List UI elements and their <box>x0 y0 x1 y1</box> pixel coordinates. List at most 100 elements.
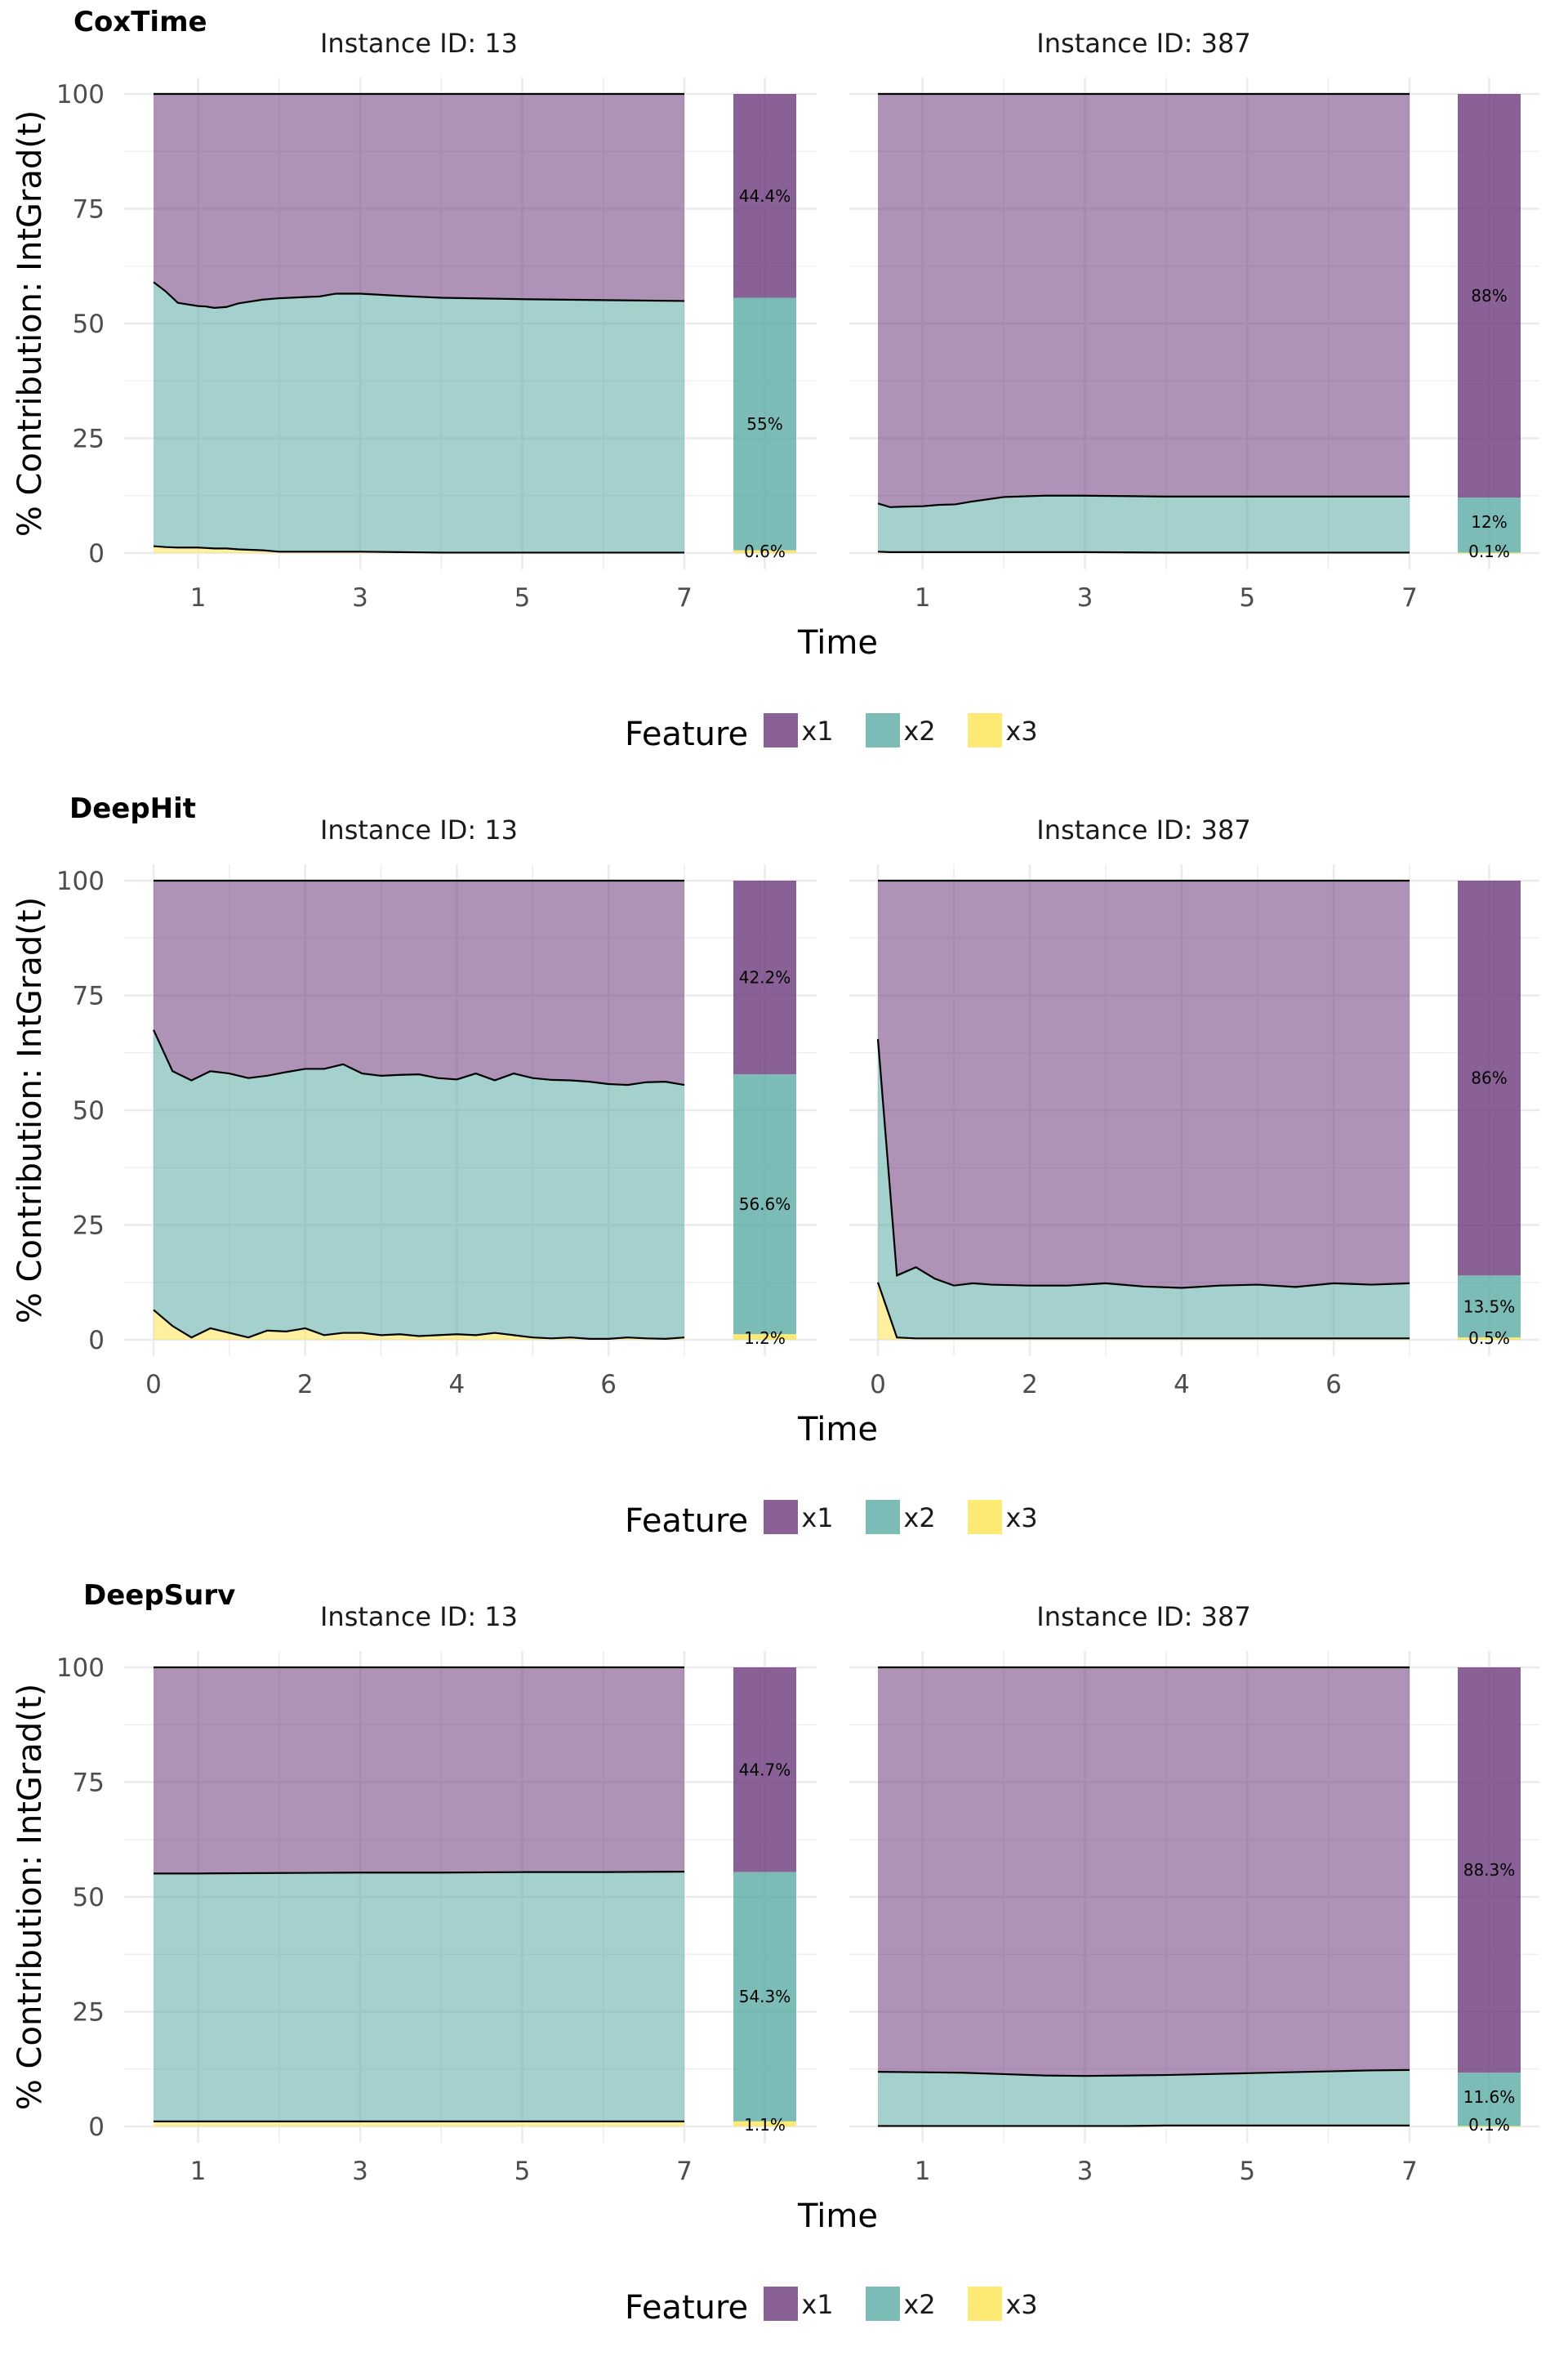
x-tick-label: 1 <box>190 2157 207 2186</box>
y-tick-label: 25 <box>73 1211 105 1241</box>
summary-label-x1: 44.4% <box>739 186 791 206</box>
x-tick-label: 3 <box>1077 2157 1094 2186</box>
legend-label-x1: x1 <box>801 1502 833 1533</box>
y-tick-label: 100 <box>56 80 105 109</box>
x-tick-label: 6 <box>1325 1370 1342 1399</box>
area-x1 <box>154 94 684 308</box>
x-tick-label: 6 <box>600 1370 617 1399</box>
area-x3 <box>154 2121 684 2126</box>
x-tick-label: 0 <box>870 1370 886 1399</box>
x-tick-label: 5 <box>514 583 531 613</box>
series-line-x2 <box>153 1029 685 1087</box>
area-x2 <box>154 1872 684 2122</box>
panel-title: Instance ID: 13 <box>320 814 518 846</box>
chart-title: CoxTime <box>74 6 207 38</box>
summary-bar-x2 <box>1458 2073 1521 2126</box>
legend-title: Feature <box>625 1502 748 1540</box>
y-axis-label: % Contribution: IntGrad(t) <box>11 897 49 1323</box>
summary-label-x2: 13.5% <box>1463 1296 1516 1316</box>
summary-bar-x3 <box>733 1334 796 1340</box>
series-line-x2 <box>876 1038 1410 1289</box>
y-tick-label: 50 <box>73 1096 105 1126</box>
summary-bar-x3 <box>1458 552 1521 554</box>
y-tick-label: 75 <box>73 195 105 225</box>
y-axis-label: % Contribution: IntGrad(t) <box>11 1684 49 2110</box>
x-tick-label: 4 <box>449 1370 466 1399</box>
series-line-x2 <box>154 1870 685 1875</box>
panel-title: Instance ID: 387 <box>1036 28 1250 59</box>
summary-label-x1: 44.7% <box>739 1760 791 1779</box>
legend-label-x2: x2 <box>903 2289 935 2320</box>
summary-label-x1: 88.3% <box>1463 1860 1516 1880</box>
panel-1: Instance ID: 13 0 2 4 6 42.2% 56.6% 1.2% <box>124 814 817 1399</box>
legend-key-x3 <box>968 713 1002 747</box>
x-tick-label: 1 <box>915 2157 931 2186</box>
y-tick-label: 50 <box>73 1883 105 1912</box>
legend-key-x1 <box>764 1500 798 1534</box>
summary-bar-x2 <box>1458 1275 1521 1338</box>
legend-label-x1: x1 <box>801 2289 833 2320</box>
x-tick-label: 7 <box>1401 583 1418 613</box>
legend: Feature x1 x2 x3 <box>625 1500 1038 1540</box>
x-tick-label: 7 <box>676 2157 693 2186</box>
x-tick-label: 3 <box>1077 583 1094 613</box>
summary-bar-x3 <box>1458 1337 1521 1340</box>
area-x1 <box>878 881 1410 1288</box>
summary-bar-x2 <box>1458 497 1521 553</box>
legend-label-x2: x2 <box>903 1502 935 1533</box>
area-x3 <box>154 546 684 553</box>
legend-key-x2 <box>866 2287 900 2321</box>
series-line-x2 <box>153 281 685 309</box>
summary-label-x3: 0.6% <box>744 542 786 561</box>
y-tick-label: 100 <box>56 1653 105 1683</box>
legend-key-x2 <box>866 713 900 747</box>
series-line-x3 <box>153 1309 685 1340</box>
area-x2 <box>878 495 1410 553</box>
legend-key-x1 <box>764 2287 798 2321</box>
panel-2: Instance ID: 387 1 3 5 7 88% 12% 0.1% <box>849 28 1539 613</box>
summary-bar-x1 <box>1458 881 1521 1276</box>
summary-label-x3: 0.1% <box>1468 542 1510 561</box>
y-axis-label: % Contribution: IntGrad(t) <box>11 110 49 537</box>
summary-label-x2: 55% <box>746 414 782 434</box>
summary-label-x3: 0.5% <box>1468 1328 1510 1348</box>
area-x2 <box>154 1029 684 1339</box>
x-tick-label: 0 <box>145 1370 162 1399</box>
summary-bar-x2 <box>733 297 796 551</box>
summary-label-x2: 11.6% <box>1463 2087 1516 2107</box>
summary-label-x3: 1.1% <box>744 2115 786 2135</box>
legend-label-x2: x2 <box>903 716 935 747</box>
panel-2: Instance ID: 387 1 3 5 7 88.3% 11.6% 0.1% <box>849 1601 1539 2186</box>
summary-bar-x1 <box>1458 1667 1521 2073</box>
legend: Feature x1 x2 x3 <box>625 713 1038 753</box>
legend-key-x3 <box>968 1500 1002 1534</box>
panel-1: Instance ID: 13 1 3 5 7 44.4% 55% 0.6% <box>124 28 817 613</box>
x-axis-label: Time <box>797 624 878 662</box>
x-tick-label: 5 <box>1239 2157 1255 2186</box>
x-tick-label: 3 <box>352 583 368 613</box>
summary-label-x1: 86% <box>1471 1069 1507 1088</box>
area-x1 <box>154 881 684 1086</box>
y-tick-label: 75 <box>73 1769 105 1798</box>
x-tick-label: 4 <box>1174 1370 1190 1399</box>
legend-title: Feature <box>625 2289 748 2327</box>
summary-bar-x1 <box>733 94 796 298</box>
legend: Feature x1 x2 x3 <box>625 2287 1038 2327</box>
y-tick-label: 0 <box>88 1326 105 1355</box>
summary-label-x1: 42.2% <box>739 968 791 988</box>
x-axis-label: Time <box>797 2198 878 2235</box>
series-line-x3 <box>876 1282 1410 1340</box>
x-tick-label: 7 <box>676 583 693 613</box>
area-x1 <box>154 1667 684 1874</box>
legend-label-x1: x1 <box>801 716 833 747</box>
panel-title: Instance ID: 387 <box>1036 814 1250 846</box>
panel-2: Instance ID: 387 0 2 4 6 86% 13.5% 0.5% <box>849 814 1539 1399</box>
summary-bar-x2 <box>733 1074 796 1335</box>
area-x2 <box>878 1038 1410 1339</box>
x-tick-label: 3 <box>352 2157 368 2186</box>
area-x1 <box>878 94 1410 507</box>
area-x2 <box>878 2069 1410 2126</box>
summary-label-x2: 56.6% <box>739 1194 791 1214</box>
summary-bar-x2 <box>733 1872 796 2122</box>
y-tick-label: 25 <box>73 1998 105 2028</box>
